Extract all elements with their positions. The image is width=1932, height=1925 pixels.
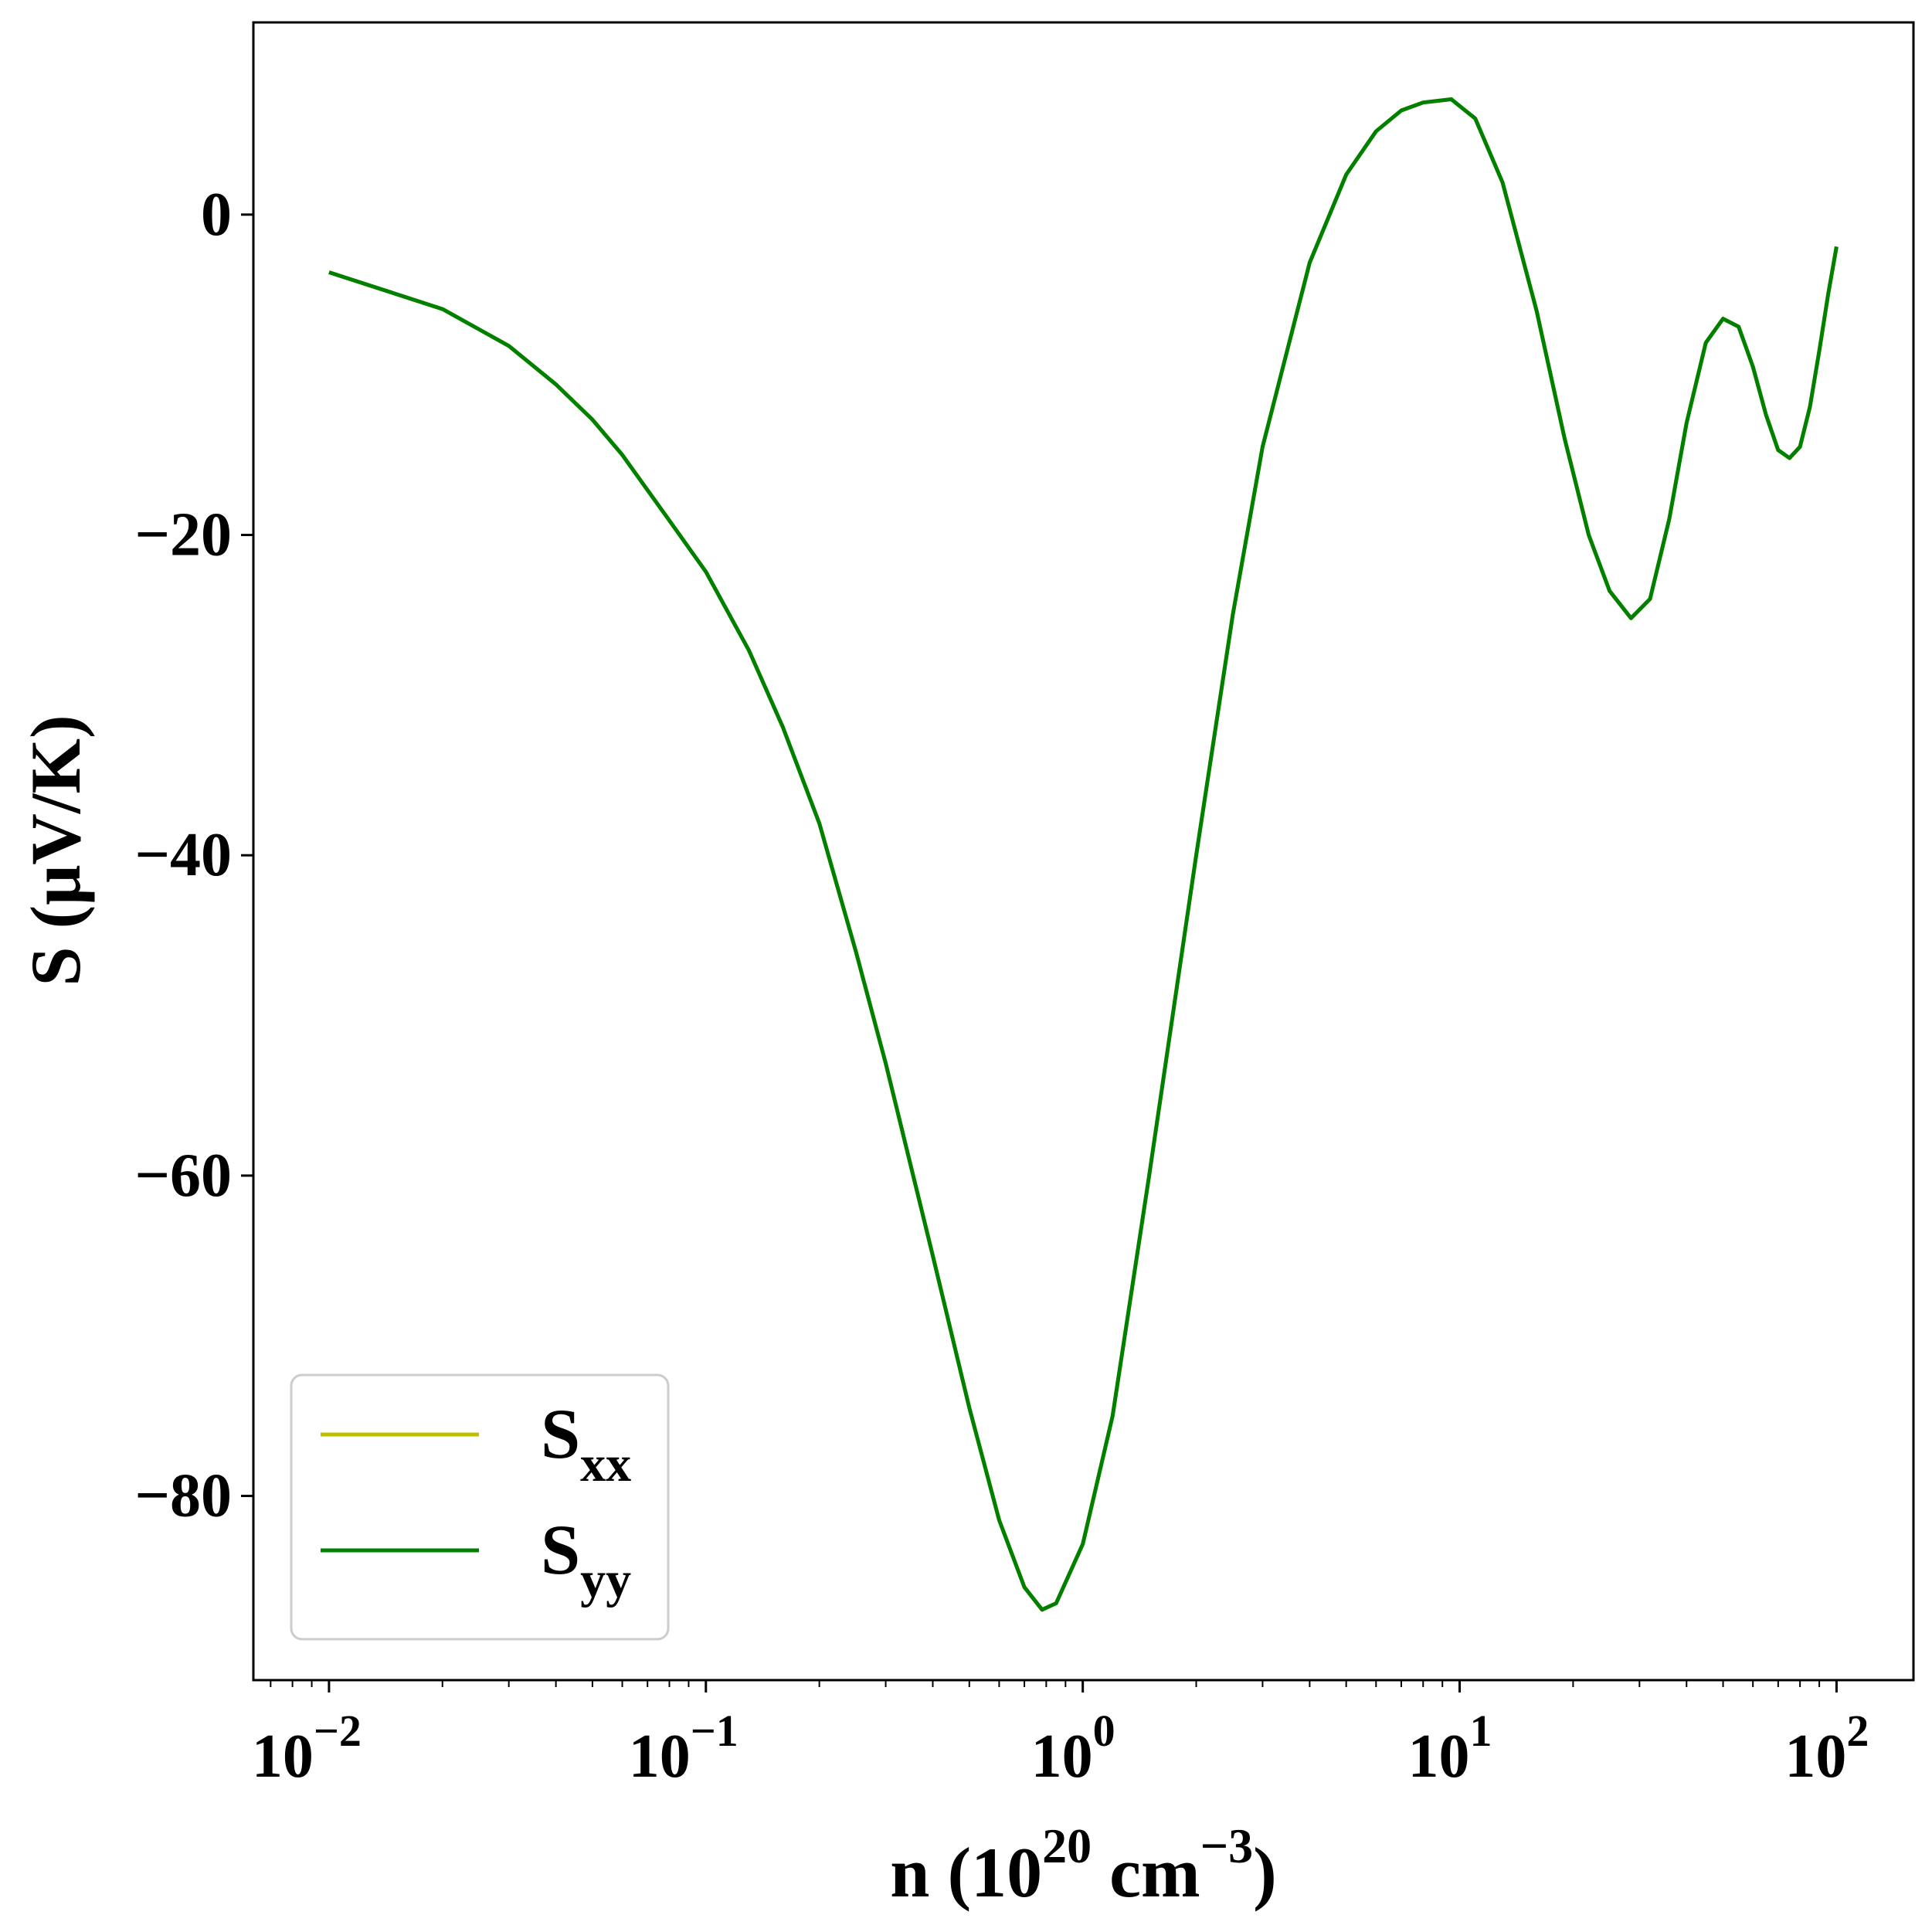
x-tick-label-exponent: −1 bbox=[691, 1706, 739, 1756]
y-tick-label: 0 bbox=[201, 181, 232, 249]
y-tick-label: −60 bbox=[134, 1142, 232, 1210]
series-layer bbox=[328, 97, 1839, 1612]
legend-label-base: S bbox=[541, 1510, 580, 1589]
x-tick-label-base: 10 bbox=[252, 1723, 314, 1791]
legend-label-sxx: Sxx bbox=[541, 1394, 631, 1492]
x-tick-label-exponent: 2 bbox=[1846, 1706, 1869, 1756]
x-axis-label-base: n (10 bbox=[890, 1833, 1042, 1912]
legend-label-subscript: xx bbox=[580, 1436, 631, 1492]
x-tick-label-base: 10 bbox=[1031, 1723, 1093, 1791]
x-tick-label-exponent: 1 bbox=[1470, 1706, 1492, 1756]
legend-label-base: S bbox=[541, 1394, 580, 1473]
series-line-syy bbox=[328, 97, 1839, 1612]
x-axis-label-unit-exponent: −3 bbox=[1200, 1818, 1253, 1873]
x-tick-label-base: 10 bbox=[1408, 1723, 1470, 1791]
x-tick-label: 101 bbox=[1408, 1706, 1492, 1791]
x-tick-label: 10−2 bbox=[252, 1706, 362, 1791]
legend-box bbox=[290, 1373, 670, 1641]
y-tick-label: −80 bbox=[134, 1462, 232, 1530]
x-axis-label: n (1020 cm−3) bbox=[890, 1818, 1276, 1912]
y-tick-label: −40 bbox=[134, 821, 232, 889]
x-tick-label: 100 bbox=[1031, 1706, 1115, 1791]
legend-label-subscript: yy bbox=[580, 1552, 631, 1608]
x-axis-label-exponent: 20 bbox=[1042, 1818, 1092, 1873]
y-tick-label: −20 bbox=[134, 501, 232, 569]
legend-label-syy: Syy bbox=[541, 1510, 631, 1608]
x-tick-label: 102 bbox=[1784, 1706, 1869, 1791]
axis-labels: n (1020 cm−3) S (μV/K) bbox=[16, 715, 1277, 1912]
x-tick-label-base: 10 bbox=[629, 1723, 691, 1791]
x-tick-label-exponent: −2 bbox=[314, 1706, 362, 1756]
x-tick-label-exponent: 0 bbox=[1093, 1706, 1115, 1756]
x-axis-label-close: ) bbox=[1253, 1833, 1277, 1912]
x-tick-label: 10−1 bbox=[629, 1706, 739, 1791]
y-axis-label: S (μV/K) bbox=[16, 715, 95, 986]
x-tick-label-base: 10 bbox=[1784, 1723, 1846, 1791]
x-axis-label-unit: cm bbox=[1092, 1833, 1200, 1912]
